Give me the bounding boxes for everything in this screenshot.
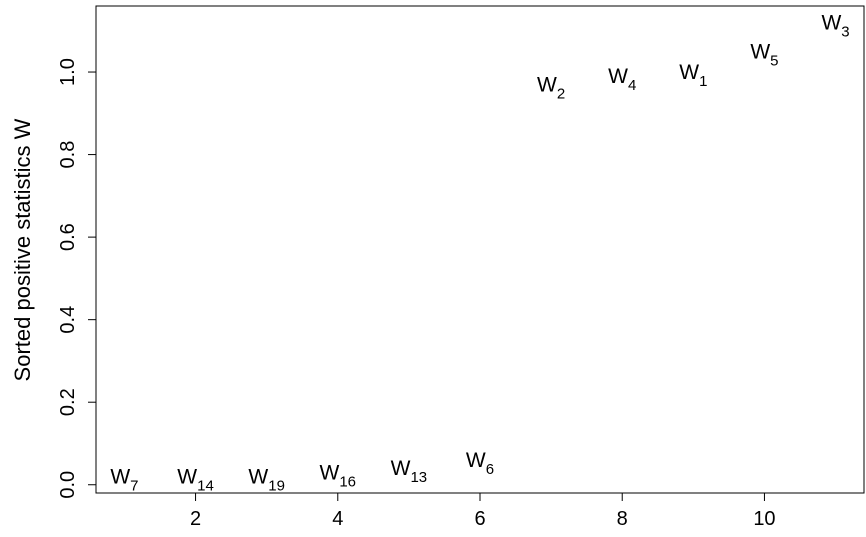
y-tick-label: 0.2 xyxy=(57,388,79,416)
point-label-subscript: 1 xyxy=(699,73,707,90)
point-label-subscript: 19 xyxy=(268,477,285,494)
point-label-subscript: 4 xyxy=(628,77,636,94)
point-label: W2 xyxy=(537,73,565,102)
point-label-base: W xyxy=(391,457,411,480)
x-tick-label: 4 xyxy=(332,508,343,530)
y-tick-label: 0.4 xyxy=(57,306,79,334)
point-label-base: W xyxy=(177,465,197,488)
y-axis: 0.0 0.2 0.4 0.6 0.8 1.0 xyxy=(57,58,96,499)
point-label-subscript: 16 xyxy=(339,473,356,490)
point-label-subscript: 5 xyxy=(770,52,778,69)
x-tick-label: 8 xyxy=(617,508,628,530)
point-label-base: W xyxy=(750,40,770,63)
point-label: W14 xyxy=(177,465,214,494)
point-label-subscript: 7 xyxy=(130,477,138,494)
point-label: W19 xyxy=(248,465,285,494)
point-label-base: W xyxy=(679,61,699,84)
plot-frame xyxy=(95,5,865,494)
point-label-subscript: 6 xyxy=(486,461,494,478)
point-label: W13 xyxy=(391,457,428,486)
point-label: W4 xyxy=(608,65,636,94)
point-label-base: W xyxy=(320,461,340,484)
point-label: W16 xyxy=(320,461,357,490)
point-label-base: W xyxy=(608,65,628,88)
point-label: W7 xyxy=(110,465,138,494)
y-tick-label: 0.6 xyxy=(57,223,79,251)
point-label: W3 xyxy=(821,12,849,41)
point-label: W1 xyxy=(679,61,707,90)
x-tick-label: 2 xyxy=(190,508,201,530)
point-label-base: W xyxy=(248,465,268,488)
point-label-base: W xyxy=(466,449,486,472)
y-tick-label: 0.8 xyxy=(57,141,79,169)
point-label-subscript: 14 xyxy=(197,477,214,494)
x-axis: 2 4 6 8 10 xyxy=(190,493,776,530)
point-label-subscript: 3 xyxy=(841,24,849,41)
point-label-base: W xyxy=(110,465,130,488)
y-axis-title: Sorted positive statistics W xyxy=(10,118,35,381)
x-tick-label: 10 xyxy=(753,508,775,530)
point-label-base: W xyxy=(821,12,841,35)
y-tick-label: 0.0 xyxy=(57,471,79,499)
x-tick-label: 6 xyxy=(474,508,485,530)
point-label: W6 xyxy=(466,449,494,478)
point-label: W5 xyxy=(750,40,778,69)
y-tick-label: 1.0 xyxy=(57,58,79,86)
point-label-base: W xyxy=(537,73,557,96)
point-label-subscript: 13 xyxy=(410,469,427,486)
point-label-subscript: 2 xyxy=(557,85,565,102)
